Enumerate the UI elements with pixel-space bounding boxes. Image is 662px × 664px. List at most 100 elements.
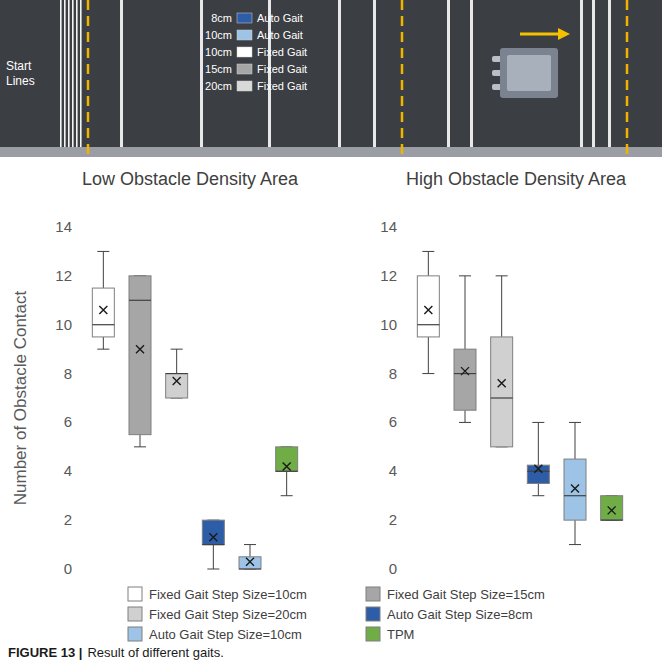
marks: [417, 251, 622, 544]
mean-marker: [283, 462, 291, 470]
legend-label: TPM: [387, 627, 414, 642]
median: [417, 324, 439, 325]
mean-marker: [461, 367, 469, 375]
track-legend-swatch: [237, 64, 252, 74]
lower-whisker: [140, 435, 141, 447]
track-line: [373, 0, 376, 147]
y-tick-label: 12: [55, 267, 72, 284]
track-legend-size: 10cm: [205, 29, 232, 41]
track-line: [200, 0, 203, 147]
track-legend-swatch: [237, 13, 252, 23]
y-tick-label: 2: [389, 511, 397, 528]
track-legend-label: Auto Gait: [257, 29, 303, 41]
track-line: [608, 0, 611, 147]
direction-arrow: [520, 33, 560, 36]
start-label-line: Lines: [6, 74, 35, 88]
lower-whisker: [103, 337, 104, 349]
track-legend-swatch: [237, 47, 252, 57]
y-tick-label: 14: [55, 218, 72, 235]
track-legend-size: 10cm: [205, 46, 232, 58]
legend-label: Fixed Gait Step Size=10cm: [149, 587, 307, 602]
box: [92, 251, 114, 349]
box-body: [601, 496, 623, 520]
mean-marker: [608, 506, 616, 514]
lower-whisker: [538, 484, 539, 496]
asphalt: [0, 0, 662, 147]
min-cap: [281, 495, 293, 496]
min-cap: [532, 495, 544, 496]
upper-whisker: [538, 422, 539, 465]
track-line: [338, 0, 341, 147]
track-legend-swatch: [237, 30, 252, 40]
upper-whisker: [575, 422, 576, 459]
panel-title: High Obstacle Density Area: [406, 169, 627, 189]
box-body: [454, 349, 476, 410]
lower-whisker: [213, 545, 214, 569]
box: [491, 276, 513, 447]
y-tick-label: 6: [64, 413, 72, 430]
box: [454, 276, 476, 423]
mean-marker: [424, 306, 432, 314]
mean-marker: [209, 533, 217, 541]
caption: FIGURE 13 |Result of different gaits.: [8, 645, 224, 660]
min-cap: [459, 422, 471, 423]
zone-divider: [87, 0, 90, 160]
box-body: [166, 374, 188, 398]
box-body: [564, 459, 586, 520]
track-legend-swatch: [237, 81, 252, 91]
figure: StartLines 8cm Auto Gait 10cm Auto Gait 10cm F…: [0, 0, 662, 664]
y-tick-label: 8: [64, 365, 72, 382]
y-tick-label: 4: [64, 462, 72, 479]
box: [276, 447, 298, 496]
y-tick-label: 0: [389, 560, 397, 577]
robot-top: [507, 55, 551, 91]
legend-swatch: [366, 627, 380, 641]
max-cap: [496, 275, 508, 276]
legend-label: Auto Gait Step Size=10cm: [149, 627, 302, 642]
track-legend-label: Auto Gait: [257, 12, 303, 24]
track-legend-label: Fixed Gait: [257, 46, 307, 58]
start-line: [68, 0, 70, 147]
legend-label: Fixed Gait Step Size=15cm: [387, 587, 545, 602]
caption-text: Result of different gaits.: [87, 645, 223, 660]
legend-label: Fixed Gait Step Size=20cm: [149, 607, 307, 622]
start-line: [72, 0, 74, 147]
start-line: [76, 0, 78, 147]
lower-whisker: [428, 337, 429, 374]
mean-marker: [498, 379, 506, 387]
mean-marker: [136, 345, 144, 353]
track-legend-label: Fixed Gait: [257, 80, 307, 92]
box: [239, 545, 261, 569]
median: [454, 373, 476, 374]
min-cap: [97, 349, 109, 350]
upper-whisker: [176, 349, 177, 373]
mean-marker: [571, 484, 579, 492]
panel-title: Low Obstacle Density Area: [82, 169, 299, 189]
track-line: [120, 0, 123, 147]
legend-label: Auto Gait Step Size=8cm: [387, 607, 533, 622]
upper-whisker: [103, 251, 104, 288]
median: [129, 300, 151, 301]
legend: Fixed Gait Step Size=10cm Fixed Gait Step…: [128, 587, 545, 642]
median: [92, 324, 114, 325]
y-tick-label: 2: [64, 511, 72, 528]
box: [202, 520, 224, 569]
median: [276, 471, 298, 472]
track-line: [580, 0, 583, 147]
lower-whisker: [575, 520, 576, 544]
box-body: [129, 276, 151, 435]
box: [527, 422, 549, 495]
y-tick-label: 12: [380, 267, 397, 284]
panel: High Obstacle Density Area02468101214: [380, 169, 627, 577]
box-body: [491, 337, 513, 447]
box-body: [202, 520, 224, 544]
upper-whisker: [501, 276, 502, 337]
box: [166, 349, 188, 398]
max-cap: [459, 275, 471, 276]
start-label: StartLines: [6, 59, 35, 88]
track-legend-size: 8cm: [211, 12, 232, 24]
box: [601, 496, 623, 520]
y-tick-label: 6: [389, 413, 397, 430]
y-axis-title: Number of Obstacle Contact: [11, 290, 30, 505]
y-tick-label: 4: [389, 462, 397, 479]
